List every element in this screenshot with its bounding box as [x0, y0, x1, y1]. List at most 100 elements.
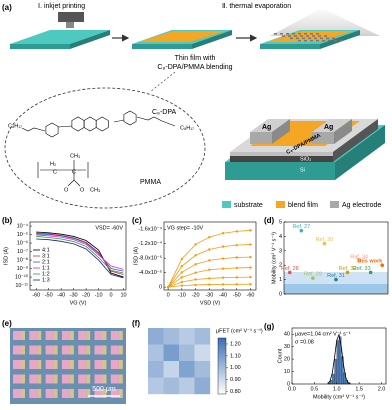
- point: [235, 276, 238, 279]
- electrode-dot: [314, 37, 317, 40]
- device-pad: [94, 389, 103, 398]
- electrode-dot: [298, 39, 301, 42]
- legend-label: 1:2: [42, 271, 50, 277]
- colorbar: [217, 337, 227, 395]
- heat-cell: [148, 344, 164, 362]
- legend-label: 3:1: [42, 253, 50, 259]
- point: [368, 270, 373, 275]
- device-pad: [69, 360, 74, 369]
- device-pad: [45, 360, 54, 369]
- legend-label: blend film: [288, 202, 318, 209]
- legend-label: Ag electrode: [342, 202, 381, 209]
- electrode-dot: [302, 37, 305, 40]
- electrode-dot: [308, 37, 311, 40]
- y-tick-label: 10⁻⁹: [17, 265, 28, 272]
- y-tick-label: 1: [279, 277, 282, 283]
- point: [235, 283, 238, 286]
- point: [194, 271, 197, 274]
- point-label: Ref. 32: [339, 266, 357, 272]
- point: [235, 266, 238, 270]
- device-pad: [118, 331, 123, 340]
- device-pad: [86, 389, 91, 398]
- electrode-dot: [310, 33, 313, 35]
- point: [221, 232, 225, 235]
- atom-label: H₂: [50, 161, 56, 167]
- panel-label: (e): [2, 319, 12, 328]
- y-tick-label: 10⁻¹⁰: [15, 274, 29, 281]
- y-tick-label: 10⁻¹¹: [15, 283, 28, 289]
- electrode: [250, 119, 290, 132]
- x-axis-label: VG (V): [70, 300, 87, 306]
- point: [249, 275, 252, 279]
- y-tick-label: -1.2x10⁻⁴: [138, 240, 162, 247]
- point: [194, 243, 197, 246]
- device-pad: [45, 345, 54, 355]
- y-tick-label: 10⁻⁴: [17, 223, 29, 230]
- x-tick-label: -30: [205, 292, 213, 298]
- colorbar-tick-label: 0.80: [230, 389, 241, 395]
- device-pad: [13, 360, 21, 369]
- electrode-dot: [286, 33, 289, 35]
- panel-label: (d): [264, 216, 275, 225]
- heat-cell: [179, 328, 195, 345]
- point: [221, 283, 225, 286]
- colorbar-tick-label: 0.90: [230, 377, 241, 383]
- panel-label: (f): [132, 319, 140, 328]
- point: [311, 276, 315, 280]
- ring: [71, 116, 85, 132]
- electrode-dot: [310, 39, 313, 42]
- point: [208, 235, 211, 239]
- electrode-dot: [312, 35, 315, 37]
- device-pad: [110, 360, 119, 369]
- legend-swatch: [276, 201, 285, 208]
- x-tick-label: 10: [120, 292, 126, 298]
- electrode-dot: [300, 35, 303, 37]
- device-pad: [78, 389, 87, 398]
- annotation: σ =0.08: [295, 339, 314, 345]
- point: [221, 276, 225, 279]
- y-tick-label: 2: [279, 263, 282, 269]
- device-pad: [45, 374, 54, 384]
- device-pad: [78, 331, 87, 340]
- electrode-dot: [292, 33, 295, 35]
- series-line: [36, 236, 124, 274]
- electrode-dot: [316, 33, 319, 35]
- print-head: [58, 12, 84, 22]
- heat-cell: [194, 361, 211, 378]
- electrode-dot: [340, 39, 343, 42]
- annotation: μave=1.04 cm² V⁻¹ s⁻¹: [295, 331, 351, 337]
- device-pad: [53, 345, 58, 355]
- blend-film: [138, 31, 226, 42]
- plot-frame: [291, 327, 387, 385]
- point: [249, 255, 252, 259]
- electrode-dot: [306, 35, 309, 37]
- electrode-label: Ag: [324, 124, 333, 131]
- molecule-name: C₈-DPA: [152, 109, 176, 116]
- device-pad: [110, 389, 119, 398]
- molecule-callout: [4, 87, 206, 209]
- legend-swatch: [330, 201, 339, 208]
- y-tick-label: 5: [279, 219, 282, 225]
- device-pad: [13, 345, 21, 355]
- device-pad: [37, 389, 42, 398]
- device-pad: [102, 345, 107, 355]
- point-label: Ref. 29: [304, 272, 322, 278]
- device-pad: [61, 331, 70, 340]
- point: [249, 266, 252, 269]
- y-tick-label: 0: [279, 291, 282, 297]
- point: [249, 283, 252, 286]
- colorbar-tick-label: 1.00: [230, 365, 241, 371]
- point: [208, 283, 211, 286]
- x-tick-label: 0.5: [311, 386, 319, 392]
- film-caption: C₈-DPA/PMMA blending: [157, 64, 232, 71]
- device-pad: [102, 331, 107, 340]
- device-pad: [94, 331, 103, 340]
- electrode-dot: [298, 33, 301, 35]
- device-pad: [69, 389, 74, 398]
- point: [249, 229, 252, 232]
- bond: [21, 116, 176, 132]
- device-pad: [86, 360, 91, 369]
- device-pad: [21, 374, 25, 384]
- y-axis-label: Mobility (cm² V⁻¹ s⁻¹): [271, 232, 277, 284]
- device-pad: [45, 389, 54, 398]
